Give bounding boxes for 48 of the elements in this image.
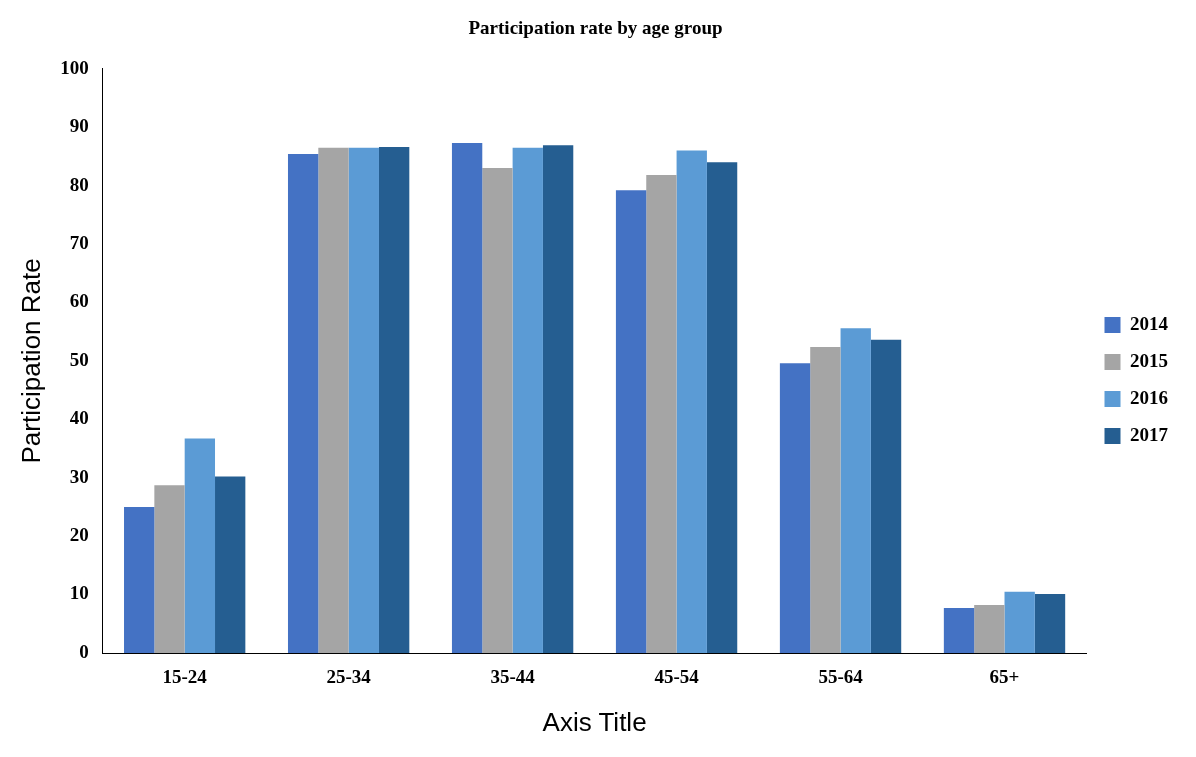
bar [482,168,513,653]
y-axis-title: Participation Rate [15,258,46,464]
y-tick-label: 50 [69,348,89,370]
bar [840,328,871,653]
y-tick-label: 20 [69,524,89,546]
bar [1034,594,1066,653]
bar [779,363,811,653]
chart-title: Participation rate by age group [468,17,723,39]
x-tick-label: 25-34 [326,666,372,688]
bar [154,485,185,653]
bar [287,154,319,653]
bar [124,506,155,653]
y-tick-label: 70 [69,231,89,253]
y-tick-label: 90 [69,115,89,137]
bar [215,476,246,653]
y-tick-label: 40 [69,407,89,429]
y-tick-label: 100 [60,56,89,78]
bar [348,147,379,653]
legend-label: 2014 [1130,312,1169,334]
y-tick-label: 80 [69,173,89,195]
bar [451,142,483,653]
y-tick-label: 60 [69,290,89,312]
bar [810,346,841,653]
bar [615,190,647,653]
x-tick-label: 55-64 [818,666,864,688]
legend-label: 2016 [1130,386,1168,408]
bar [512,147,543,653]
y-tick-label: 10 [69,582,89,604]
y-tick-label: 30 [69,465,89,487]
x-axis-title: Axis Title [542,706,647,737]
bar [184,438,216,653]
bar [542,145,574,653]
bar [943,608,975,653]
bar [646,175,677,653]
legend-label: 2015 [1130,349,1168,371]
bar [318,147,349,653]
bar [870,339,902,653]
x-tick-label: 65+ [989,666,1020,688]
x-tick-label: 35-44 [490,666,536,688]
bar [676,150,707,653]
y-tick-label: 0 [79,640,89,662]
legend-label: 2017 [1130,423,1169,445]
bar [706,162,738,653]
bar [1004,591,1035,653]
bar [974,605,1005,653]
bar [378,147,410,653]
x-tick-label: 15-24 [162,666,208,688]
x-tick-label: 45-54 [654,666,700,688]
